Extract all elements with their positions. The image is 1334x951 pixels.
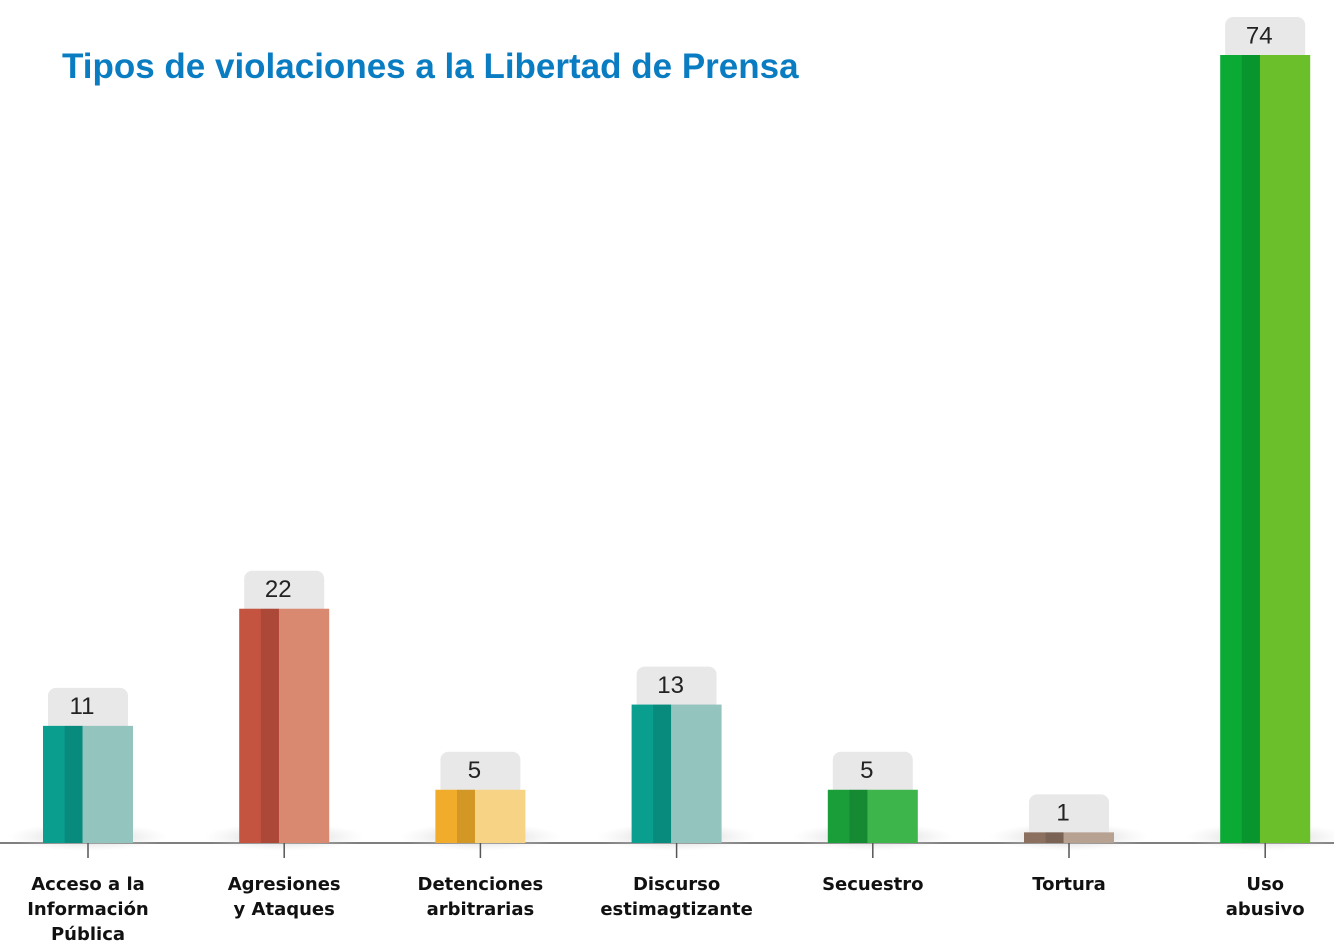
bar-edge — [64, 725, 83, 843]
x-tick-label: Discurso estimagtizante — [600, 874, 753, 920]
value-label-box — [636, 666, 717, 711]
bar — [239, 608, 330, 843]
x-tick-label: Tortura — [1032, 874, 1106, 895]
value-label-box — [244, 570, 325, 615]
bar-edge — [653, 704, 672, 843]
bar-edge — [260, 608, 279, 843]
value-label-box — [48, 687, 128, 732]
value-label-box — [1225, 17, 1306, 61]
bar-edge — [457, 789, 475, 843]
bar-edge — [849, 789, 868, 843]
bar — [43, 725, 133, 843]
x-tick-label: Agresiones y Ataques — [227, 874, 341, 920]
x-tick-label: Uso abusivo — [1225, 874, 1305, 920]
value-label: 1 — [1056, 800, 1069, 827]
value-label-box — [832, 751, 913, 796]
bar-edge — [1045, 832, 1064, 843]
value-label: 5 — [860, 757, 873, 784]
x-tick-label: Detenciones arbitrarias — [417, 874, 544, 920]
x-tick-label: Acceso a la Información Pública — [27, 874, 149, 945]
x-tick-label: Secuestro — [822, 874, 924, 895]
value-label: 5 — [468, 757, 481, 784]
bar-edge — [1241, 55, 1260, 843]
bar — [435, 789, 526, 843]
value-label: 74 — [1246, 22, 1273, 49]
bar — [1024, 832, 1114, 843]
value-label: 22 — [265, 576, 292, 603]
chart-title: Tipos de violaciones a la Libertad de Pr… — [62, 47, 799, 86]
bar — [1220, 55, 1311, 843]
value-label: 13 — [657, 672, 684, 699]
value-label-box — [440, 751, 521, 796]
bar — [827, 789, 918, 843]
bar — [631, 704, 722, 843]
value-label: 11 — [70, 693, 95, 720]
value-label-box — [1029, 794, 1109, 839]
